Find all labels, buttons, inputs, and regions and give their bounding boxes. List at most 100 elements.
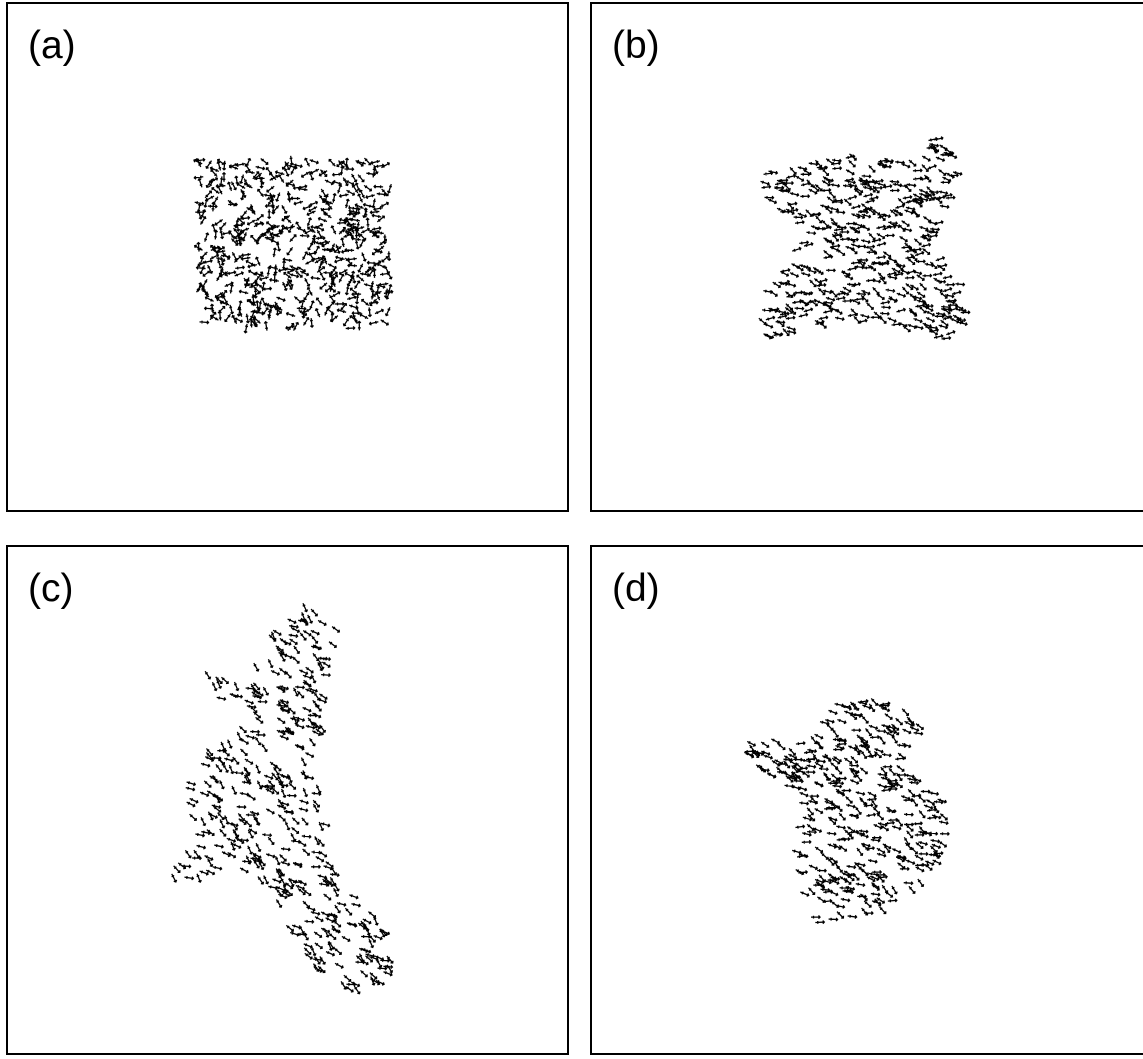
agent-mark [346,257,357,262]
agent-mark [278,783,289,788]
agent-mark [920,789,931,794]
agent-mark [304,157,311,167]
agent-mark [925,192,936,198]
agent-mark [866,302,874,310]
swarm-c [171,603,394,995]
agent-mark [204,190,213,199]
agent-mark [221,676,229,685]
agent-mark [302,931,309,941]
agent-mark [316,229,324,239]
agent-mark [350,217,361,222]
agent-mark [227,739,233,749]
agent-mark [856,224,866,230]
agent-mark [381,255,390,263]
agent-mark [875,872,886,877]
agent-mark [897,862,906,870]
agent-mark [931,843,942,850]
agent-mark [938,820,949,826]
agent-mark [354,205,359,216]
agent-mark [901,286,910,295]
agent-mark [830,243,841,249]
agent-mark [314,942,323,950]
agent-mark [345,225,356,232]
agent-mark [260,297,267,307]
agent-mark [331,172,342,177]
agent-mark [212,196,219,206]
agent-mark [939,204,950,209]
agent-mark [293,645,301,655]
agent-mark [302,205,312,211]
agent-mark [250,204,256,214]
agent-mark [825,718,835,724]
agent-mark [794,306,805,311]
agent-mark [295,716,306,722]
agent-mark [857,700,868,706]
agent-mark [254,690,264,697]
agent-mark [872,185,880,194]
agent-mark [876,729,887,734]
agent-mark [845,221,856,226]
agent-mark [308,737,316,747]
agent-mark [921,242,932,248]
agent-mark [310,910,321,916]
agent-mark [843,870,853,877]
agent-mark [294,270,303,278]
agent-mark [909,781,920,786]
agent-mark [282,281,288,292]
agent-mark [887,257,897,264]
agent-mark [873,750,882,759]
agent-mark [212,865,223,871]
agent-mark [863,911,874,916]
agent-mark [193,175,204,180]
agent-mark [310,168,320,175]
agent-mark [226,837,237,843]
agent-mark [836,911,845,919]
agent-mark [884,891,894,898]
agent-mark [296,690,305,699]
agent-mark [879,736,886,745]
agent-mark [924,324,933,332]
agent-mark [234,231,242,239]
agent-mark [300,757,307,767]
agent-mark [353,985,361,995]
agent-mark [836,825,846,830]
agent-mark [347,263,358,268]
panel-d: (d) [590,545,1143,1055]
agent-mark [310,946,317,957]
agent-mark [789,306,797,315]
agent-mark [867,791,877,798]
agent-mark [214,844,224,849]
agent-mark [800,891,810,897]
agent-mark [830,773,839,781]
agent-mark [256,188,264,198]
agent-mark [796,853,807,859]
agent-mark [786,326,796,332]
agent-mark [763,289,774,295]
agent-mark [881,753,892,758]
agent-mark [317,838,325,847]
agent-mark [926,799,935,806]
agent-mark [317,965,326,974]
agent-mark [763,323,774,329]
agent-mark [205,748,214,756]
agent-mark [374,308,385,315]
agent-mark [302,603,309,613]
agent-mark [903,812,914,817]
agent-mark [267,309,272,320]
agent-mark [313,931,323,939]
agent-mark [831,802,841,810]
agent-mark [909,726,920,732]
agent-mark [194,201,205,206]
agent-mark [301,308,306,319]
agent-mark [856,292,867,297]
agent-mark [349,894,359,900]
agent-mark [842,286,852,293]
agent-mark [877,772,888,778]
agent-mark [906,183,917,188]
agent-mark [791,771,800,779]
agent-mark [275,899,283,908]
agent-mark [206,829,215,837]
agent-mark [323,270,334,275]
agent-mark [269,277,279,283]
agent-mark [230,181,238,191]
